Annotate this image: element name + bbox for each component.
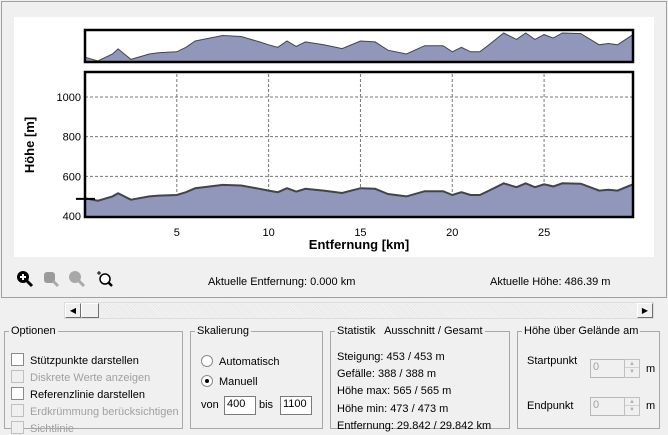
y-tick-label: 1000 <box>57 92 81 104</box>
x-tick-label: 15 <box>354 227 366 239</box>
scaling-title: Skalierung <box>197 325 249 337</box>
scale-from-input[interactable]: 400 <box>224 396 256 415</box>
scroll-right-button[interactable]: ▶ <box>637 303 653 318</box>
x-tick-label: 5 <box>174 227 180 239</box>
y-tick-label: 600 <box>63 171 81 183</box>
start-input[interactable]: 0 <box>590 359 626 378</box>
options-title: Optionen <box>11 325 56 337</box>
stat-gefaelle: Gefälle: 388 / 388 m <box>337 368 437 380</box>
current-height: Aktuelle Höhe: 486.39 m <box>490 276 611 288</box>
current-distance: Aktuelle Entfernung: 0.000 km <box>208 276 356 288</box>
options-group: Optionen Stützpunkte darstellen Diskrete… <box>4 325 183 435</box>
zoom-in-icon[interactable] <box>16 270 34 288</box>
y-tick-label: 800 <box>63 132 81 144</box>
checkbox-diskrete-werte[interactable]: Diskrete Werte anzeigen <box>11 370 150 384</box>
zoom-out-icon[interactable] <box>68 270 86 288</box>
zoom-selection-icon[interactable] <box>96 270 114 288</box>
plot-frame <box>83 70 635 219</box>
y-tick-label: 400 <box>63 211 81 223</box>
from-label: von <box>201 399 219 411</box>
zoom-fit-icon[interactable] <box>42 270 60 288</box>
terrain-title: Höhe über Gelände am <box>524 325 639 337</box>
checkbox-stuetzpunkte[interactable]: Stützpunkte darstellen <box>11 353 139 367</box>
end-label: Endpunkt <box>527 400 574 412</box>
stat-entfernung: Entfernung: 29.842 / 29.842 km <box>337 420 492 432</box>
elevation-line <box>84 182 634 202</box>
horizontal-scrollbar[interactable]: ◀ ▶ <box>64 302 654 319</box>
scale-to-input[interactable]: 1100 <box>280 396 312 415</box>
stat-hoehe-min: Höhe min: 473 / 473 m <box>337 403 449 415</box>
elevation-chart[interactable]: 400 600 800 1000 5 10 15 20 25 Entfernung [km] Höh… <box>0 0 668 260</box>
x-tick-label: 20 <box>446 227 458 239</box>
elevation-area <box>85 183 633 216</box>
scroll-left-button[interactable]: ◀ <box>65 303 81 318</box>
checkbox-sichtlinie[interactable]: Sichtlinie <box>11 421 74 435</box>
stat-steigung: Steigung: 453 / 453 m <box>337 351 445 363</box>
x-axis-label: Entfernung [km] <box>309 237 409 252</box>
overview-line <box>84 32 634 62</box>
statistics-group: Statistik Ausschnitt / Gesamt Steigung: … <box>330 325 510 432</box>
radio-automatisch[interactable]: Automatisch <box>201 355 280 368</box>
checkbox-erdkruemmung[interactable]: Erdkrümmung berücksichtigen <box>11 404 179 418</box>
end-spinner[interactable]: ▲ ▼ <box>624 397 640 416</box>
statistics-title: Statistik Ausschnitt / Gesamt <box>337 325 483 337</box>
stat-hoehe-max: Höhe max: 565 / 565 m <box>337 385 452 397</box>
end-unit: m <box>646 400 656 412</box>
checkbox-referenzlinie[interactable]: Referenzlinie darstellen <box>11 387 145 401</box>
start-unit: m <box>646 363 656 375</box>
terrain-height-group: Höhe über Gelände am Startpunkt 0 ▲ ▼ m E… <box>517 325 660 429</box>
scaling-group: Skalierung Automatisch Manuell von 400 b… <box>190 325 323 429</box>
overview-frame <box>83 28 635 64</box>
x-tick-label: 10 <box>263 227 275 239</box>
start-label: Startpunkt <box>527 355 578 367</box>
start-spinner[interactable]: ▲ ▼ <box>624 359 640 378</box>
x-tick-label: 25 <box>538 227 550 239</box>
radio-manuell[interactable]: Manuell <box>201 375 258 388</box>
overview-area <box>85 33 633 61</box>
y-axis-label: Höhe [m] <box>22 117 37 173</box>
to-label: bis <box>259 399 274 411</box>
scroll-thumb[interactable] <box>81 303 99 318</box>
end-input[interactable]: 0 <box>590 397 626 416</box>
